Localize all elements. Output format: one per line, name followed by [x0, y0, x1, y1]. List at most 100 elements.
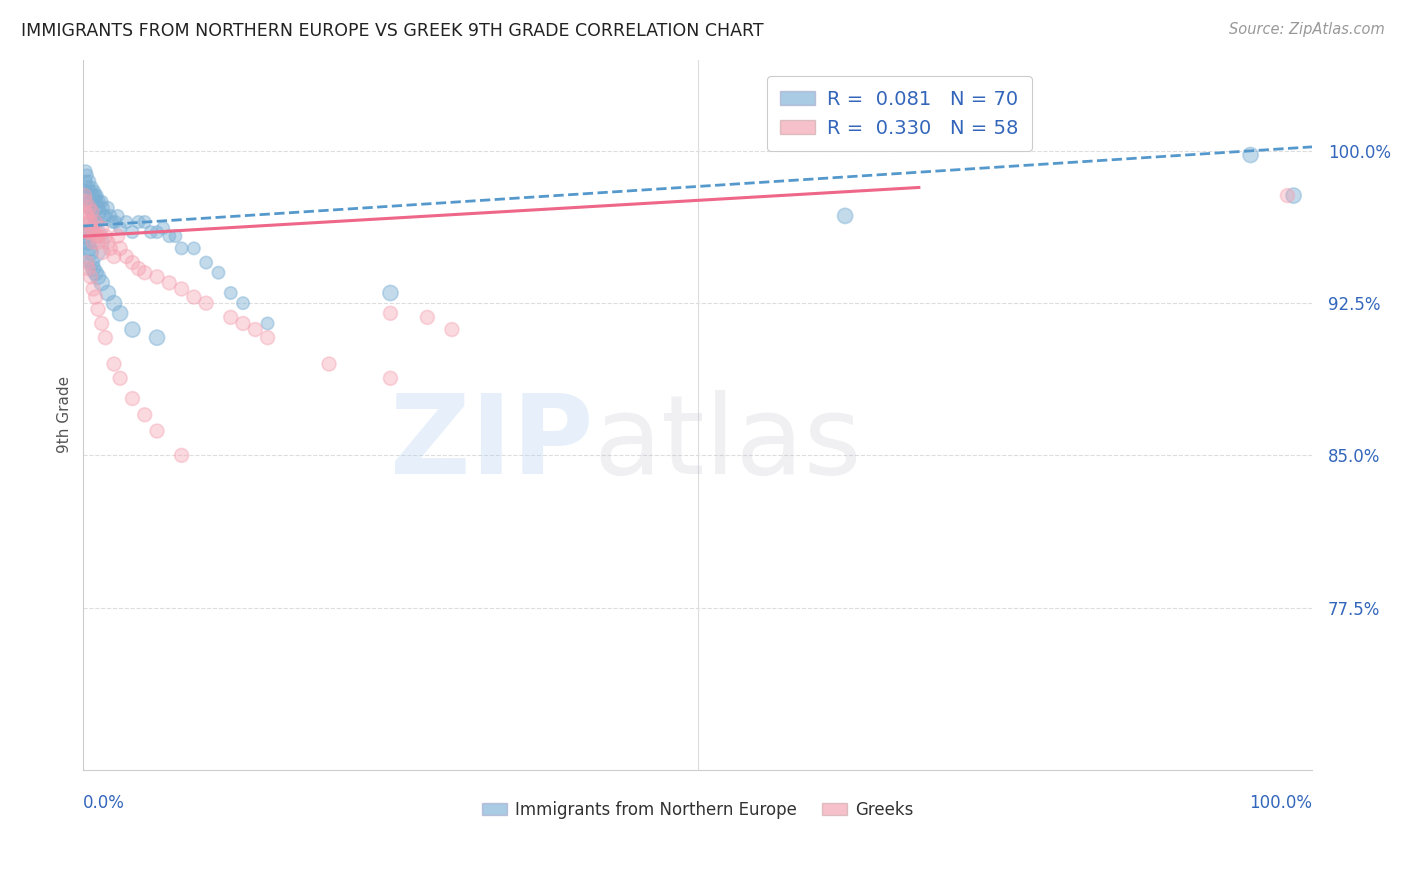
Point	[91, 201, 114, 215]
Text: ZIP: ZIP	[389, 390, 593, 497]
Point	[157, 229, 180, 244]
Point	[94, 331, 117, 345]
Point	[115, 250, 138, 264]
Point	[97, 285, 120, 300]
Point	[170, 449, 193, 463]
Text: atlas: atlas	[593, 390, 862, 497]
Point	[170, 241, 193, 255]
Point	[75, 194, 97, 209]
Point	[77, 235, 100, 250]
Point	[82, 188, 104, 202]
Point	[79, 241, 101, 255]
Point	[84, 266, 107, 280]
Point	[75, 174, 97, 188]
Point	[834, 209, 856, 223]
Point	[98, 209, 121, 223]
Point	[103, 296, 125, 310]
Point	[318, 357, 340, 371]
Point	[146, 331, 169, 345]
Point	[80, 255, 103, 269]
Point	[90, 317, 112, 331]
Point	[1282, 188, 1305, 202]
Point	[97, 201, 120, 215]
Point	[107, 229, 129, 244]
Point	[232, 317, 254, 331]
Point	[115, 215, 138, 229]
Point	[1277, 188, 1299, 202]
Point	[84, 188, 107, 202]
Point	[93, 209, 115, 223]
Point	[134, 266, 156, 280]
Point	[103, 357, 125, 371]
Point	[256, 317, 278, 331]
Point	[146, 424, 169, 438]
Point	[170, 282, 193, 296]
Point	[79, 215, 101, 229]
Point	[232, 296, 254, 310]
Point	[75, 225, 97, 239]
Point	[80, 204, 103, 219]
Point	[91, 245, 114, 260]
Text: IMMIGRANTS FROM NORTHERN EUROPE VS GREEK 9TH GRADE CORRELATION CHART: IMMIGRANTS FROM NORTHERN EUROPE VS GREEK…	[21, 22, 763, 40]
Point	[108, 241, 131, 255]
Point	[84, 290, 107, 304]
Point	[76, 188, 98, 202]
Point	[80, 180, 103, 194]
Point	[207, 266, 229, 280]
Point	[83, 225, 105, 239]
Point	[80, 221, 103, 235]
Point	[86, 188, 108, 202]
Point	[77, 215, 100, 229]
Point	[128, 261, 150, 276]
Point	[157, 276, 180, 290]
Point	[87, 215, 110, 229]
Point	[82, 261, 104, 276]
Y-axis label: 9th Grade: 9th Grade	[58, 376, 72, 453]
Point	[79, 245, 101, 260]
Point	[245, 322, 267, 336]
Point	[121, 322, 143, 336]
Point	[98, 241, 121, 255]
Point	[183, 290, 205, 304]
Point	[76, 229, 98, 244]
Point	[82, 235, 104, 250]
Point	[80, 204, 103, 219]
Point	[73, 185, 96, 199]
Point	[83, 194, 105, 209]
Point	[121, 392, 143, 406]
Point	[86, 229, 108, 244]
Point	[256, 331, 278, 345]
Point	[79, 194, 101, 209]
Point	[195, 255, 218, 269]
Point	[89, 204, 111, 219]
Point	[101, 215, 124, 229]
Text: Source: ZipAtlas.com: Source: ZipAtlas.com	[1229, 22, 1385, 37]
Point	[76, 209, 98, 223]
Point	[219, 310, 242, 325]
Point	[76, 169, 98, 183]
Point	[108, 371, 131, 385]
Point	[440, 322, 463, 336]
Point	[87, 201, 110, 215]
Point	[77, 180, 100, 194]
Point	[90, 276, 112, 290]
Point	[380, 285, 402, 300]
Point	[134, 215, 156, 229]
Point	[165, 229, 187, 244]
Point	[87, 269, 110, 284]
Point	[86, 194, 108, 209]
Point	[90, 194, 112, 209]
Point	[108, 306, 131, 320]
Point	[139, 225, 162, 239]
Point	[103, 250, 125, 264]
Point	[76, 255, 98, 269]
Point	[89, 229, 111, 244]
Point	[84, 215, 107, 229]
Point	[73, 188, 96, 202]
Point	[107, 209, 129, 223]
Point	[79, 201, 101, 215]
Point	[82, 282, 104, 296]
Point	[108, 221, 131, 235]
Point	[380, 371, 402, 385]
Point	[76, 225, 98, 239]
